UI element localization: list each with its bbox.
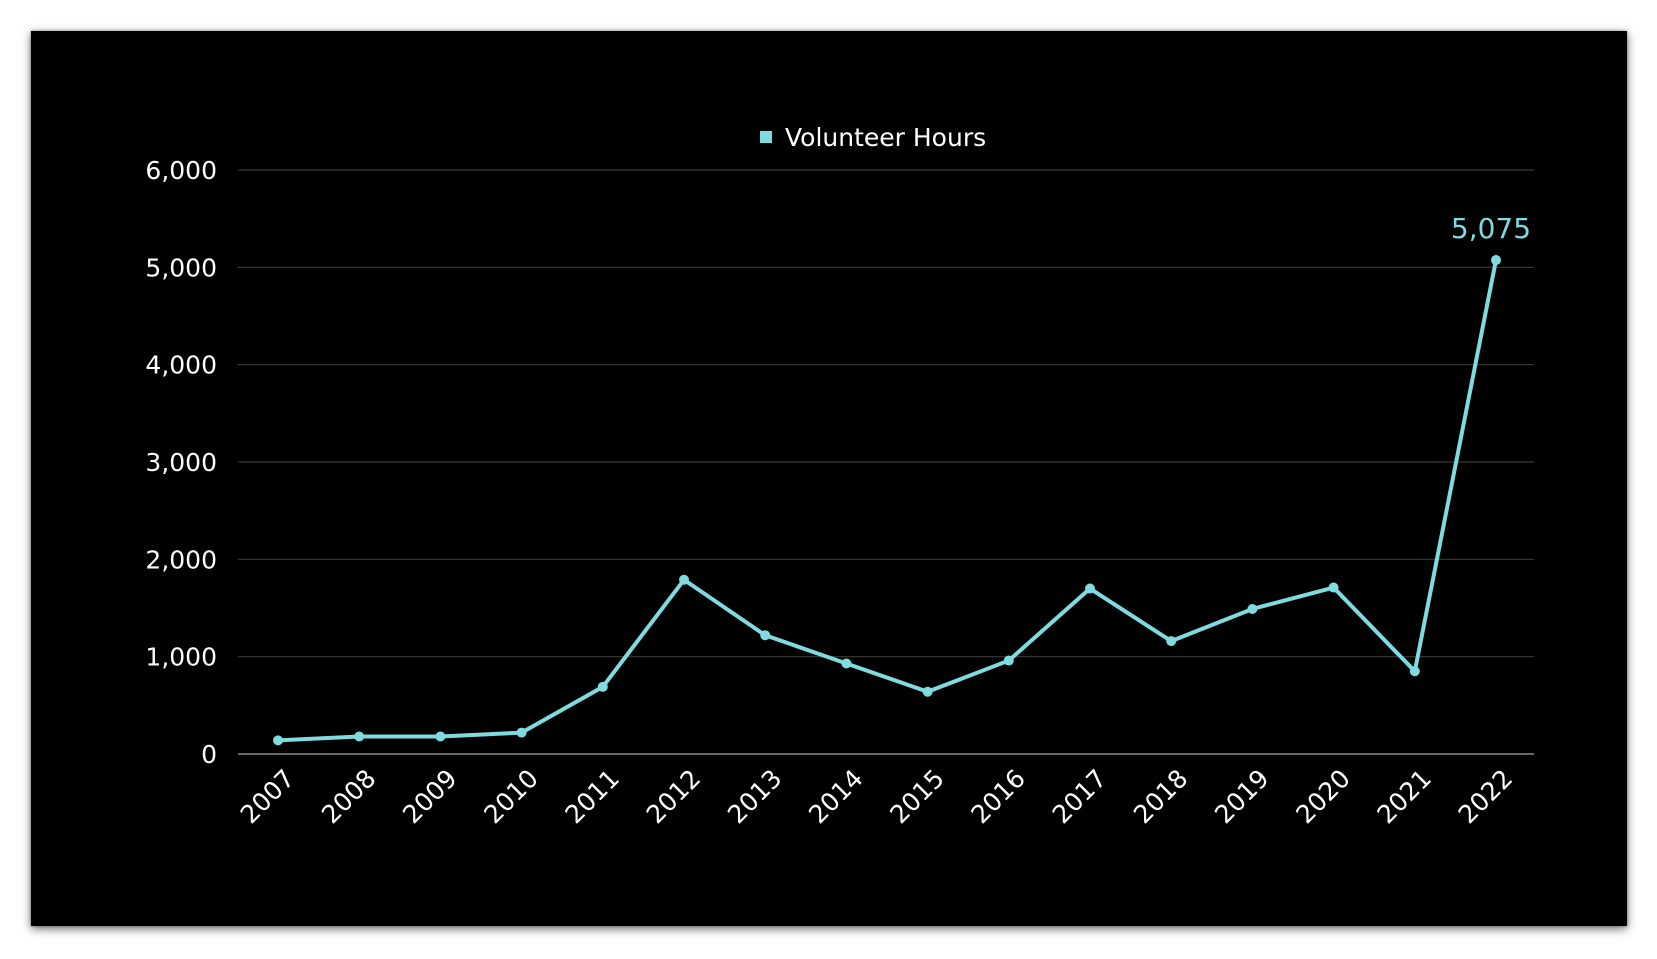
gridlines xyxy=(238,169,1534,755)
y-tick-label: 0 xyxy=(201,740,217,769)
y-axis-tick-labels: 0 1,000 2,000 3,000 4,000 5,000 6,000 xyxy=(145,156,217,769)
x-tick-label: 2012 xyxy=(641,764,706,829)
x-tick-label: 2009 xyxy=(397,764,462,829)
data-point xyxy=(516,727,527,738)
x-tick-label: 2014 xyxy=(803,764,868,829)
data-point xyxy=(1085,583,1095,594)
data-point xyxy=(679,574,689,585)
y-tick-label: 6,000 xyxy=(145,156,217,185)
x-tick-label: 2011 xyxy=(560,764,625,829)
x-tick-label: 2016 xyxy=(966,764,1031,829)
data-point xyxy=(1328,582,1339,593)
legend-label-volunteer-hours: Volunteer Hours xyxy=(785,123,986,152)
x-tick-label: 2021 xyxy=(1372,764,1437,829)
y-tick-label: 1,000 xyxy=(145,643,217,672)
legend: Volunteer Hours xyxy=(760,123,986,152)
data-labels: 5,075 xyxy=(1451,212,1531,245)
data-point xyxy=(1003,655,1014,666)
x-tick-label: 2019 xyxy=(1209,764,1274,829)
data-point xyxy=(597,681,608,692)
legend-swatch-volunteer-hours xyxy=(760,131,772,143)
y-tick-label: 2,000 xyxy=(145,545,217,574)
y-tick-label: 5,000 xyxy=(145,253,217,282)
x-tick-label: 2018 xyxy=(1128,764,1193,829)
x-tick-label: 2013 xyxy=(722,764,787,829)
data-point xyxy=(922,686,933,697)
data-point xyxy=(841,658,852,669)
data-point xyxy=(354,731,365,742)
x-tick-label: 2010 xyxy=(478,764,543,829)
y-tick-label: 4,000 xyxy=(145,351,217,380)
x-tick-label: 2022 xyxy=(1453,764,1518,829)
x-tick-label: 2015 xyxy=(884,764,949,829)
series-line xyxy=(276,258,1498,743)
data-point xyxy=(1491,255,1501,266)
chart-frame xyxy=(31,31,1627,926)
data-point xyxy=(435,731,446,742)
data-label: 5,075 xyxy=(1451,212,1531,245)
data-point xyxy=(760,630,771,641)
x-tick-label: 2017 xyxy=(1047,764,1112,829)
x-tick-label: 2008 xyxy=(316,764,381,829)
y-tick-label: 3,000 xyxy=(145,448,217,477)
x-tick-label: 2020 xyxy=(1290,764,1355,829)
data-point xyxy=(1409,666,1420,677)
data-point xyxy=(273,735,283,746)
series-volunteer-hours xyxy=(273,255,1501,746)
data-point xyxy=(1247,603,1258,614)
x-tick-label: 2007 xyxy=(235,764,300,829)
data-point xyxy=(1166,636,1177,647)
x-axis-tick-labels: 2007 2008 2009 2010 2011 2012 2013 2014 2015 2016… xyxy=(235,764,1518,829)
